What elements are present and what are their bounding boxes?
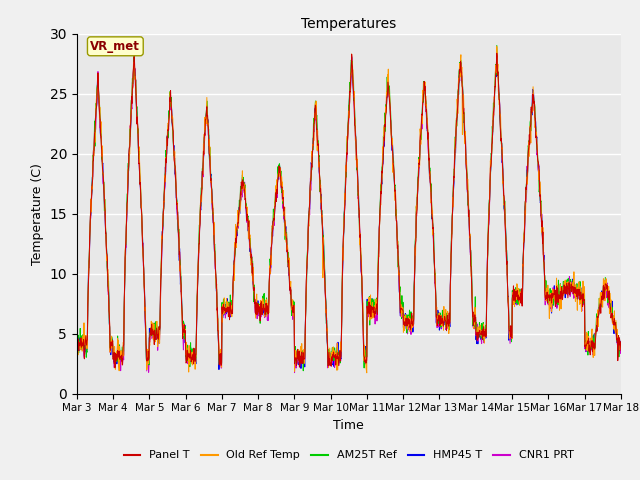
Line: Old Ref Temp: Old Ref Temp — [77, 47, 621, 373]
Line: HMP45 T: HMP45 T — [77, 55, 621, 370]
Old Ref Temp — [194, 265, 202, 271]
Panel T — [111, 365, 119, 371]
HMP45 T — [255, 305, 263, 311]
Old Ref Temp — [73, 327, 81, 333]
Panel T — [73, 334, 81, 339]
HMP45 T — [493, 52, 500, 58]
CNR1 PRT — [73, 333, 81, 339]
Line: CNR1 PRT: CNR1 PRT — [77, 55, 621, 372]
HMP45 T — [617, 338, 625, 344]
Old Ref Temp — [180, 325, 188, 331]
Line: Panel T: Panel T — [77, 53, 621, 368]
AM25T Ref — [194, 276, 202, 281]
X-axis label: Time: Time — [333, 419, 364, 432]
CNR1 PRT — [505, 324, 513, 330]
Legend: Panel T, Old Ref Temp, AM25T Ref, HMP45 T, CNR1 PRT: Panel T, Old Ref Temp, AM25T Ref, HMP45 … — [119, 446, 579, 465]
Old Ref Temp — [553, 289, 561, 295]
Text: VR_met: VR_met — [90, 40, 140, 53]
Old Ref Temp — [434, 316, 442, 322]
HMP45 T — [73, 341, 81, 347]
Panel T — [195, 264, 202, 269]
AM25T Ref — [180, 331, 188, 336]
AM25T Ref — [434, 320, 442, 326]
CNR1 PRT — [255, 307, 262, 313]
HMP45 T — [505, 337, 513, 343]
CNR1 PRT — [194, 277, 202, 283]
Old Ref Temp — [505, 323, 513, 328]
Old Ref Temp — [493, 44, 500, 49]
Old Ref Temp — [617, 343, 625, 348]
Title: Temperatures: Temperatures — [301, 17, 396, 31]
AM25T Ref — [255, 301, 262, 307]
AM25T Ref — [617, 343, 625, 349]
CNR1 PRT — [291, 370, 298, 375]
HMP45 T — [194, 268, 202, 274]
CNR1 PRT — [180, 330, 188, 336]
Panel T — [434, 323, 442, 328]
CNR1 PRT — [434, 321, 442, 327]
CNR1 PRT — [493, 52, 500, 58]
AM25T Ref — [300, 368, 307, 373]
Panel T — [505, 324, 513, 330]
CNR1 PRT — [553, 305, 561, 311]
Y-axis label: Temperature (C): Temperature (C) — [31, 163, 44, 264]
Line: AM25T Ref: AM25T Ref — [77, 46, 621, 371]
Panel T — [493, 50, 500, 56]
AM25T Ref — [505, 321, 513, 327]
Old Ref Temp — [363, 370, 371, 376]
AM25T Ref — [73, 334, 81, 339]
Panel T — [553, 299, 561, 305]
HMP45 T — [553, 304, 561, 310]
AM25T Ref — [553, 295, 561, 300]
HMP45 T — [434, 317, 442, 323]
Panel T — [255, 311, 263, 316]
CNR1 PRT — [617, 343, 625, 349]
Panel T — [181, 330, 189, 336]
Panel T — [617, 339, 625, 345]
AM25T Ref — [493, 43, 500, 48]
Old Ref Temp — [255, 307, 262, 313]
HMP45 T — [215, 367, 223, 372]
HMP45 T — [180, 331, 188, 337]
